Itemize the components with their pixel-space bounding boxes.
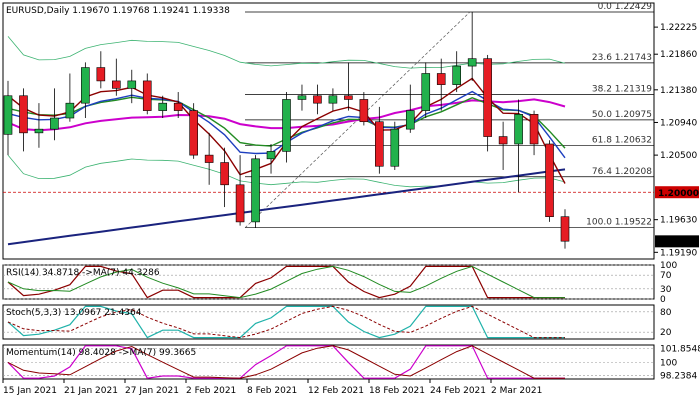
candle-body — [498, 136, 508, 145]
candle-body — [452, 65, 461, 85]
sub-tick-label: 100 — [660, 358, 677, 368]
rsi-panel — [2, 264, 655, 300]
candle-body — [560, 216, 570, 242]
sub-tick-label: 30 — [660, 285, 672, 295]
price-tick-label: 1.20500 — [660, 151, 697, 161]
candle-body — [3, 95, 13, 135]
date-tick-label: 24 Feb 2021 — [430, 386, 486, 396]
candle-body — [529, 114, 539, 145]
candle-body — [390, 128, 400, 167]
price-tick-label: 1.21860 — [660, 50, 697, 60]
candle-body — [467, 58, 477, 67]
price-tick-label: 1.19630 — [660, 216, 697, 226]
candle-body — [158, 102, 168, 111]
price-tick-label: 1.21380 — [660, 86, 697, 96]
sub-tick-label: 98.2384 — [660, 372, 697, 382]
date-tick-label: 15 Jan 2021 — [3, 386, 57, 396]
candle-body — [127, 80, 137, 89]
candle-body — [436, 73, 446, 85]
candle-body — [344, 95, 353, 100]
candle-body — [142, 80, 152, 111]
momentum-panel — [2, 344, 655, 380]
candle-body — [34, 128, 44, 134]
candle-body — [375, 121, 384, 167]
candle-body — [189, 110, 198, 156]
indicator-signal-line — [7, 265, 565, 299]
candle-body — [266, 151, 276, 160]
candle-body — [514, 114, 523, 145]
fib-label: 100.0 1.19522 — [586, 218, 652, 228]
candle-body — [545, 143, 554, 218]
fib-label: 23.6 1.21743 — [592, 53, 652, 63]
stoch-title: Stoch(5,3,3) 13.0967 21.4364 — [6, 308, 142, 318]
candle-body — [65, 102, 75, 119]
candle-body — [359, 99, 369, 123]
sub-tick-label: 80 — [660, 308, 672, 318]
rsi-title: RSI(14) 34.8718 ->MA(7) 44.3286 — [6, 268, 160, 278]
candle-body — [328, 95, 338, 104]
sub-tick-label: 20 — [660, 328, 672, 338]
date-tick-label: 2 Feb 2021 — [186, 386, 236, 396]
date-tick-label: 21 Jan 2021 — [64, 386, 118, 396]
sub-tick-label: 100 — [660, 261, 677, 271]
momentum-title: Momentum(14) 98.4028 ->MA(7) 99.3665 — [6, 348, 196, 358]
fib-label: 76.4 1.20208 — [592, 167, 652, 177]
price-tick-label: 1.19190 — [660, 248, 697, 258]
fib-label: 50.0 1.20975 — [592, 110, 652, 120]
date-tick-label: 18 Feb 2021 — [369, 386, 425, 396]
price-tag-bg — [655, 235, 699, 248]
candle-body — [313, 95, 322, 104]
candle-body — [235, 184, 245, 223]
price-tick-label: 1.22225 — [660, 23, 697, 33]
date-tick-label: 27 Jan 2021 — [125, 386, 179, 396]
indicator-signal-line — [7, 305, 565, 339]
fib-label: 0.0 1.22429 — [598, 2, 653, 12]
candle-body — [282, 99, 291, 152]
candle-body — [251, 158, 260, 223]
candle-body — [19, 95, 28, 134]
price-tag-label: 1.19338 — [658, 238, 699, 248]
price-tag-bg — [655, 186, 699, 199]
date-axis: 15 Jan 2021 21 Jan 2021 27 Jan 2021 2 Feb 2… — [2, 379, 542, 396]
date-tick-label: 2 Mar 2021 — [491, 386, 542, 396]
candle-body — [81, 67, 90, 104]
candle-body — [50, 117, 59, 130]
candle-body — [297, 95, 307, 100]
candles — [3, 11, 570, 249]
date-tick-label: 12 Feb 2021 — [308, 386, 364, 396]
long-ma-line — [7, 168, 566, 246]
price-tick-label: 1.20940 — [660, 118, 697, 128]
price-tag-label: 1.20000 — [658, 189, 699, 199]
main-panel — [2, 2, 655, 260]
sub-tick-label: 70 — [660, 271, 672, 281]
candle-body — [421, 73, 431, 111]
fib-label: 61.8 1.20632 — [592, 135, 652, 145]
sub-tick-label: 101.8548 — [660, 344, 700, 354]
chart-title: EURUSD,Daily 1.19670 1.19768 1.19241 1.1… — [6, 6, 230, 16]
sub-tick-label: 0 — [660, 295, 666, 305]
fib-label: 38.2 1.21319 — [592, 84, 652, 94]
candle-body — [173, 102, 183, 111]
indicator-signal-line — [7, 345, 565, 379]
price-axis: 1.22225 1.21860 1.21380 1.20940 1.20500 1.196… — [654, 23, 699, 258]
date-tick-label: 8 Feb 2021 — [247, 386, 297, 396]
candle-body — [220, 162, 229, 186]
candle-body — [96, 67, 106, 82]
candle-body — [483, 58, 492, 137]
stoch-panel — [2, 304, 655, 340]
candle-body — [405, 110, 415, 130]
candle-body — [112, 80, 121, 89]
candle-body — [204, 154, 214, 163]
